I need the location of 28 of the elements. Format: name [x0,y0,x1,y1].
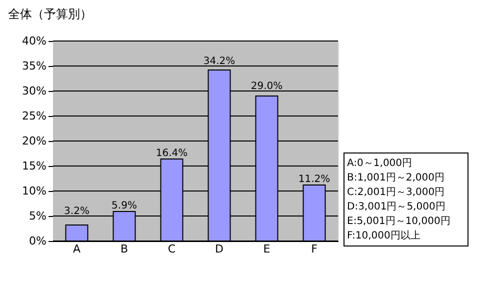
data-label: 11.2% [298,174,330,185]
y-tick-label: 20% [22,134,46,148]
y-tick-label: 10% [22,184,46,198]
x-tick-label: A [72,242,81,256]
y-tick-label: 35% [22,60,46,72]
x-tick-label: F [311,242,318,256]
y-tick-label: 5% [29,210,46,222]
text: A:0～1,000円 [347,158,412,169]
x-tick-label: B [120,242,128,256]
data-label: 5.9% [112,200,137,212]
data-label: 16.4% [156,148,188,159]
text: B:1,001円～2,000円 [347,172,444,184]
text: F:10,000円以上 [347,230,420,242]
y-tick-label: 0% [29,234,46,248]
data-label: 29.0% [250,81,283,92]
text: E:5,001円～10,000円 [347,216,450,227]
chart-title: 全体（予算別） [8,7,92,21]
y-tick-label: 15% [22,160,46,172]
data-label: 34.2% [203,56,236,67]
text: C:2,001円～3,000円 [347,187,445,198]
text: D:3,001円～5,000円 [347,202,446,212]
x-tick-label: E [263,242,270,256]
y-tick-label: 25% [22,110,46,122]
y-tick-label: 30% [22,84,46,98]
data-label: 3.2% [64,206,90,217]
x-tick-label: C [168,242,176,256]
y-tick-label: 40% [22,34,46,48]
x-tick-label: D [215,242,224,256]
